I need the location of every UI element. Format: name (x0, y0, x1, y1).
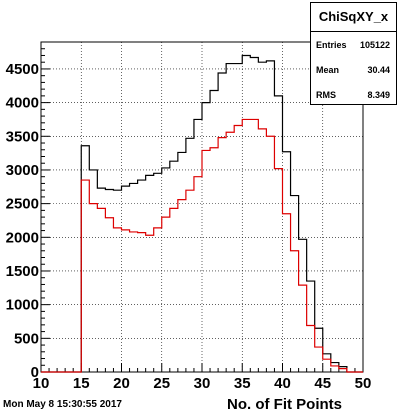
histogram-series (41, 54, 363, 373)
y-tick-label: 3500 (6, 128, 39, 145)
stats-value: 8.349 (367, 90, 390, 100)
stats-key: Mean (316, 65, 340, 75)
stats-key: RMS (316, 90, 336, 100)
x-axis-label: No. of Fit Points (227, 396, 342, 413)
y-tick-label: 4500 (6, 61, 39, 78)
axis-ticks (40, 48, 364, 373)
y-tick-label: 4000 (6, 95, 39, 112)
x-tick-label: 30 (194, 375, 211, 392)
stats-box: ChiSqXY_x Entries 105122 Mean 30.44 RMS … (310, 2, 397, 105)
y-tick-label: 500 (14, 330, 39, 347)
x-tick-label: 35 (234, 375, 251, 392)
x-tick-label: 10 (33, 375, 50, 392)
stats-row-entries: Entries 105122 (311, 32, 396, 57)
stats-value: 105122 (359, 40, 390, 50)
x-tick-label: 20 (113, 375, 130, 392)
y-tick-label: 1500 (6, 263, 39, 280)
histogram-series-1 (41, 118, 363, 373)
y-tick-label: 2500 (6, 196, 39, 213)
x-tick-label: 45 (314, 375, 331, 392)
x-tick-label: 25 (153, 375, 170, 392)
stats-row-rms: RMS 8.349 (311, 82, 396, 107)
x-tick-label: 50 (355, 375, 372, 392)
stats-value: 30.44 (367, 65, 390, 75)
y-tick-label: 3000 (6, 162, 39, 179)
stats-key: Entries (316, 40, 347, 50)
timestamp: Mon May 8 15:30:55 2017 (3, 399, 122, 410)
y-tick-label: 1000 (6, 297, 39, 314)
x-tick-label: 15 (73, 375, 90, 392)
x-tick-label: 40 (274, 375, 291, 392)
y-tick-label: 2000 (6, 229, 39, 246)
stats-title: ChiSqXY_x (311, 3, 396, 32)
stats-row-mean: Mean 30.44 (311, 57, 396, 82)
y-tick-label: 0 (31, 364, 39, 381)
histogram-series-0 (41, 54, 363, 373)
tick-labels: 10 15 20 25 30 35 40 45 500500100015002000250030… (6, 61, 372, 392)
